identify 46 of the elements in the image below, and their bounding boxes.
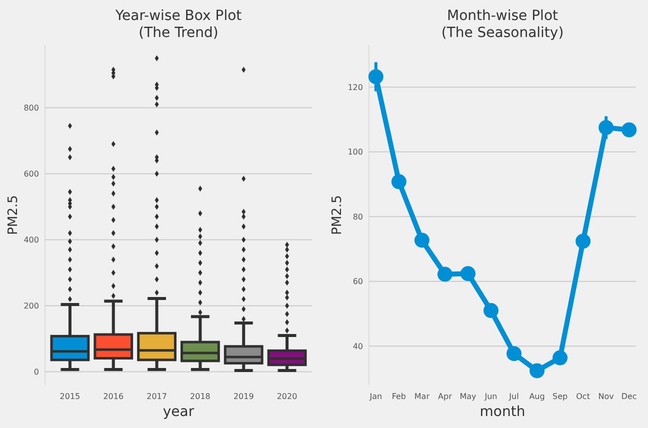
y-tick-label: 60 [352,277,363,286]
x-tick-label: Oct [576,392,590,401]
y-tick-label: 80 [352,212,363,222]
point [598,120,614,136]
chart-title: Year-wise Box Plot (The Trend) [114,8,242,41]
x-tick-label: 2015 [60,392,80,401]
x-tick-label: Jan [368,392,382,401]
point [391,174,406,190]
y-tick-label: 600 [24,170,39,179]
y-tick-label: 100 [348,148,363,157]
point [506,346,522,362]
x-tick-label: Mar [414,392,430,401]
y-axis-title: PM2.5 [330,195,345,235]
y-axis-title: PM2.5 [6,195,21,235]
x-tick-label: Feb [392,392,406,401]
x-tick-label: Apr [438,392,453,401]
point [368,69,384,84]
chart-title: Month-wise Plot (The Seasonality) [441,8,564,41]
x-tick-label: May [460,392,477,401]
point [437,266,452,282]
y-tick-label: 400 [24,236,39,245]
x-tick-label: 2017 [146,392,167,401]
y-tick-label: 120 [348,82,363,92]
point [483,303,498,318]
x-tick-label: Jul [508,392,519,401]
y-tick-label: 200 [24,302,39,311]
x-axis-title: month [480,404,526,420]
x-tick-label: 2020 [276,392,298,401]
y-tick-label: 800 [24,104,39,113]
x-axis-title: year [162,404,194,420]
x-tick-label: Aug [529,392,545,401]
x-tick-label: Jun [484,392,498,401]
x-tick-label: Nov [598,392,614,401]
y-tick-label: 40 [352,342,363,351]
point [576,234,591,249]
y-tick-label: 0 [34,368,39,377]
point [414,232,430,248]
x-tick-label: Dec [621,392,637,401]
point [530,363,545,378]
point [622,122,637,138]
point [460,266,476,282]
point [552,350,568,366]
x-tick-label: 2019 [233,392,254,401]
x-tick-label: Sep [552,392,568,401]
x-tick-label: 2016 [103,392,124,401]
x-tick-label: 2018 [190,392,210,401]
